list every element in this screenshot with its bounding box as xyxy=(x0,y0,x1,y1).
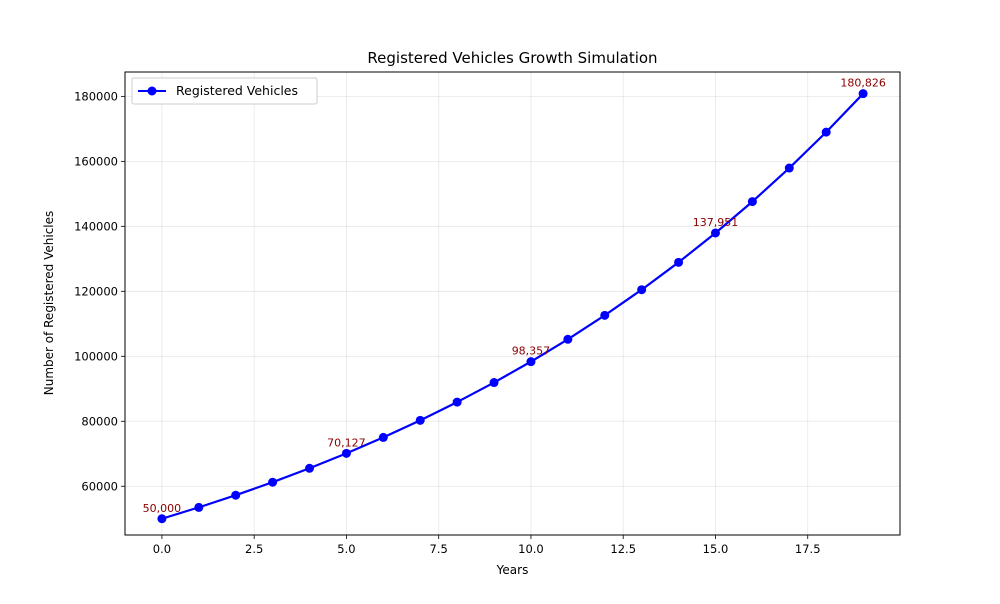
data-point xyxy=(710,228,720,238)
y-tick-label: 100000 xyxy=(74,349,118,363)
data-point xyxy=(341,448,351,458)
data-point xyxy=(600,310,610,320)
data-point xyxy=(784,163,794,173)
legend-label: Registered Vehicles xyxy=(176,83,298,98)
data-point xyxy=(637,285,647,295)
data-point xyxy=(378,432,388,442)
y-tick-label: 120000 xyxy=(74,284,118,298)
x-axis-label: Years xyxy=(496,563,529,577)
data-label: 50,000 xyxy=(143,502,182,515)
data-point xyxy=(489,378,499,388)
x-tick-label: 7.5 xyxy=(430,542,448,556)
data-label: 70,127 xyxy=(327,436,366,449)
series-line xyxy=(161,92,864,520)
y-tick-label: 60000 xyxy=(81,479,118,493)
data-point xyxy=(415,415,425,425)
data-point xyxy=(452,397,462,407)
y-tick-label: 80000 xyxy=(81,414,118,428)
series-layer xyxy=(157,89,868,524)
x-tick-label: 12.5 xyxy=(610,542,636,556)
x-tick-label: 2.5 xyxy=(245,542,263,556)
data-point xyxy=(231,490,241,500)
axis-ticks: 0.0 2.5 5.0 7.5 10.0 12.5 15.0 17.5 60000 80000 10… xyxy=(74,89,820,556)
x-tick-label: 10.0 xyxy=(518,542,544,556)
y-tick-label: 180000 xyxy=(74,89,118,103)
axes-frame xyxy=(124,71,901,536)
data-point xyxy=(858,89,868,99)
data-label: 180,826 xyxy=(840,77,886,90)
data-point xyxy=(157,514,167,524)
x-tick-label: 17.5 xyxy=(795,542,821,556)
x-tick-label: 0.0 xyxy=(153,542,171,556)
data-point xyxy=(563,334,573,344)
x-tick-label: 15.0 xyxy=(703,542,729,556)
data-point xyxy=(526,357,536,367)
data-point xyxy=(821,127,831,137)
data-point xyxy=(268,477,278,487)
data-point xyxy=(747,197,757,207)
y-tick-label: 140000 xyxy=(74,219,118,233)
x-tick-label: 5.0 xyxy=(337,542,355,556)
legend-marker-swatch xyxy=(147,86,157,96)
data-labels: 50,000 70,127 98,357 137,951 180,826 xyxy=(143,77,886,515)
legend-box xyxy=(131,77,318,105)
y-tick-label: 160000 xyxy=(74,154,118,168)
data-point xyxy=(305,463,315,473)
legend: Registered Vehicles xyxy=(131,77,318,105)
data-point xyxy=(674,257,684,267)
y-axis-label: Number of Registered Vehicles xyxy=(42,211,56,396)
chart-title: Registered Vehicles Growth Simulation xyxy=(367,49,657,67)
data-label: 98,357 xyxy=(512,345,551,358)
data-point xyxy=(194,502,204,512)
data-label: 137,951 xyxy=(693,216,739,229)
